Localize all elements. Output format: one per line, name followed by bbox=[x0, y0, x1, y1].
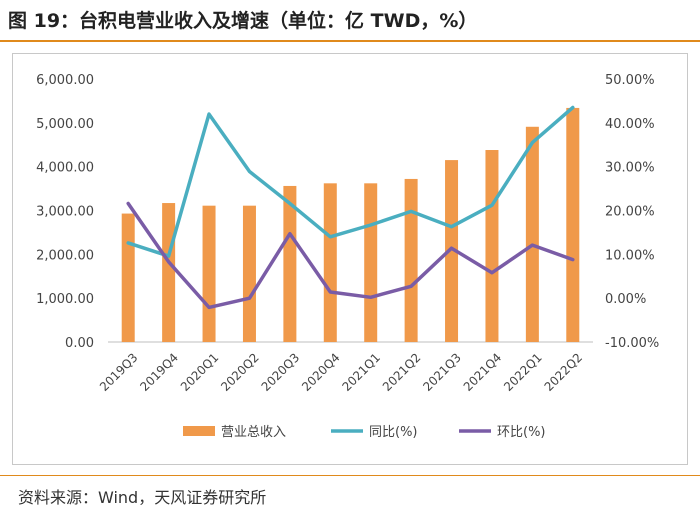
legend-label-qoq: 环比(%) bbox=[497, 425, 546, 440]
y-right-tick-label: 0.00% bbox=[605, 292, 646, 307]
revenue-bar bbox=[404, 178, 418, 342]
source-rule bbox=[0, 475, 700, 476]
y-right-tick-label: 50.00% bbox=[605, 73, 655, 88]
revenue-bar bbox=[485, 150, 499, 342]
y-right-tick-label: 40.00% bbox=[605, 117, 655, 132]
legend-label-yoy: 同比(%) bbox=[369, 425, 418, 440]
y-left-tick-label: 3,000.00 bbox=[36, 205, 94, 220]
x-tick-label: 2021Q4 bbox=[461, 350, 505, 394]
source-note: 资料来源：Wind，天风证券研究所 bbox=[18, 488, 267, 507]
x-tick-label: 2020Q1 bbox=[178, 350, 222, 394]
y-right-tick-label: 10.00% bbox=[605, 248, 655, 263]
revenue-bar bbox=[121, 213, 135, 342]
revenue-bar bbox=[525, 126, 539, 342]
y-left-tick-label: 6,000.00 bbox=[36, 73, 94, 88]
x-tick-label: 2020Q2 bbox=[218, 350, 262, 394]
x-tick-label: 2019Q3 bbox=[97, 350, 141, 394]
qoq-line bbox=[126, 201, 575, 310]
x-tick-label: 2020Q4 bbox=[299, 350, 343, 394]
revenue-bar bbox=[323, 183, 337, 342]
line-series bbox=[126, 105, 575, 310]
revenue-bar bbox=[202, 205, 216, 342]
x-tick-label: 2022Q2 bbox=[542, 350, 586, 394]
revenue-bar bbox=[566, 107, 580, 343]
y-left-tick-label: 0.00 bbox=[65, 336, 94, 351]
x-tick-label: 2019Q4 bbox=[137, 350, 181, 394]
x-tick-label: 2020Q3 bbox=[259, 350, 303, 394]
legend-label-revenue: 营业总收入 bbox=[221, 425, 286, 440]
y-left-tick-label: 5,000.00 bbox=[36, 117, 94, 132]
x-tick-label: 2022Q1 bbox=[501, 350, 545, 394]
revenue-bar bbox=[162, 203, 176, 342]
revenue-bar bbox=[283, 185, 297, 342]
y-left-tick-label: 2,000.00 bbox=[36, 248, 94, 263]
revenue-bar bbox=[445, 160, 459, 342]
y-right-tick-label: 20.00% bbox=[605, 205, 655, 220]
bar-series bbox=[121, 107, 580, 343]
yoy-line bbox=[126, 105, 575, 258]
x-tick-label: 2021Q2 bbox=[380, 350, 424, 394]
x-tick-label: 2021Q1 bbox=[339, 350, 383, 394]
y-right-tick-label: 30.00% bbox=[605, 161, 655, 176]
y-right-tick-label: -10.00% bbox=[605, 336, 659, 351]
revenue-bar bbox=[242, 205, 256, 342]
chart-legend: 营业总收入 同比(%) 环比(%) bbox=[183, 425, 546, 440]
y-left-tick-label: 4,000.00 bbox=[36, 161, 94, 176]
x-tick-label: 2021Q3 bbox=[420, 350, 464, 394]
y-left-tick-label: 1,000.00 bbox=[36, 292, 94, 307]
chart-svg: 0.00 1,000.00 2,000.00 3,000.00 4,000.00 5,00… bbox=[36, 73, 659, 440]
revenue-bar bbox=[364, 183, 378, 342]
chart-panel: 0.00 1,000.00 2,000.00 3,000.00 4,000.00 5,00… bbox=[12, 53, 688, 465]
legend-swatch-revenue bbox=[183, 426, 215, 436]
title-rule bbox=[0, 40, 700, 42]
figure-title: 图 19：台积电营业收入及增速（单位：亿 TWD，%） bbox=[8, 10, 478, 32]
